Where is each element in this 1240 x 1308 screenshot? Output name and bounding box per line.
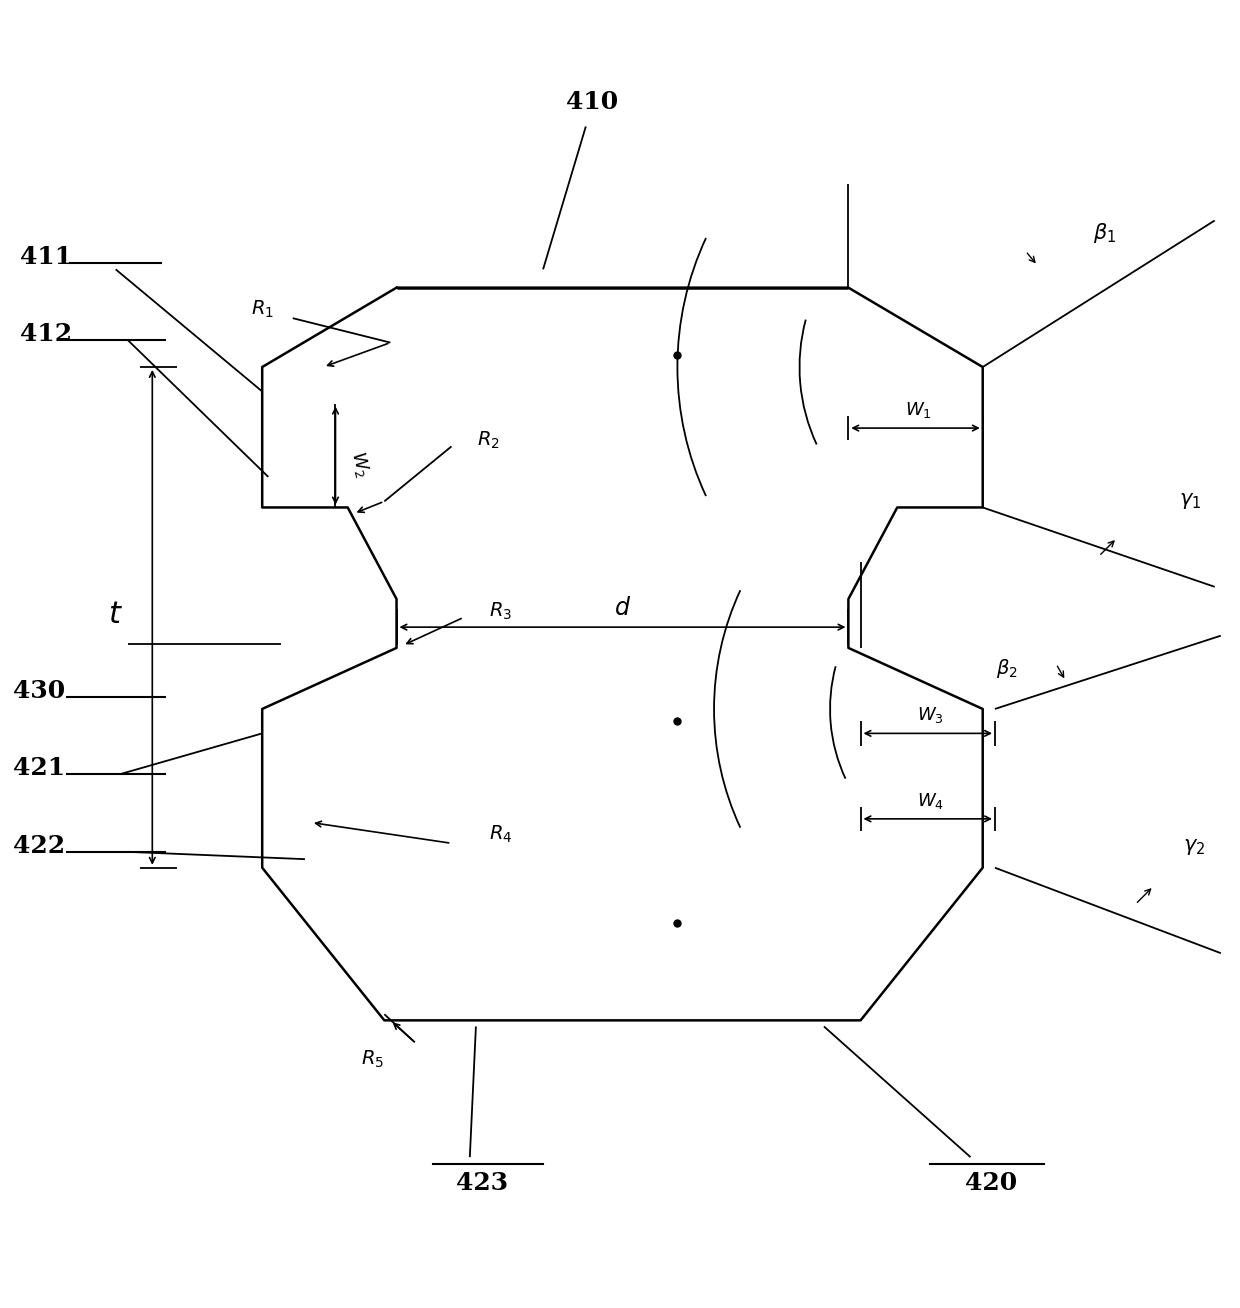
Text: $R_5$: $R_5$ xyxy=(361,1049,383,1070)
Text: $W_4$: $W_4$ xyxy=(916,790,944,811)
Text: 421: 421 xyxy=(12,756,64,780)
Text: $R_1$: $R_1$ xyxy=(250,300,274,320)
Text: $\gamma_2$: $\gamma_2$ xyxy=(1183,837,1205,857)
Text: $\beta_1$: $\beta_1$ xyxy=(1094,221,1116,245)
Text: 430: 430 xyxy=(12,679,64,702)
Text: $R_2$: $R_2$ xyxy=(476,429,500,451)
Text: $W_1$: $W_1$ xyxy=(905,400,931,420)
Text: $R_3$: $R_3$ xyxy=(489,600,512,621)
Text: $d$: $d$ xyxy=(614,595,631,620)
Text: $t$: $t$ xyxy=(108,600,123,629)
Text: $R_4$: $R_4$ xyxy=(489,824,512,845)
Text: 411: 411 xyxy=(20,245,72,269)
Text: $W_3$: $W_3$ xyxy=(916,705,944,725)
Text: $\beta_2$: $\beta_2$ xyxy=(996,657,1018,680)
Text: 410: 410 xyxy=(565,90,618,114)
Text: 420: 420 xyxy=(965,1171,1017,1194)
Text: $\gamma_1$: $\gamma_1$ xyxy=(1179,492,1202,511)
Text: 422: 422 xyxy=(12,833,64,858)
Text: $W_2$: $W_2$ xyxy=(347,450,373,480)
Text: 423: 423 xyxy=(456,1171,508,1194)
Text: 412: 412 xyxy=(20,322,72,347)
